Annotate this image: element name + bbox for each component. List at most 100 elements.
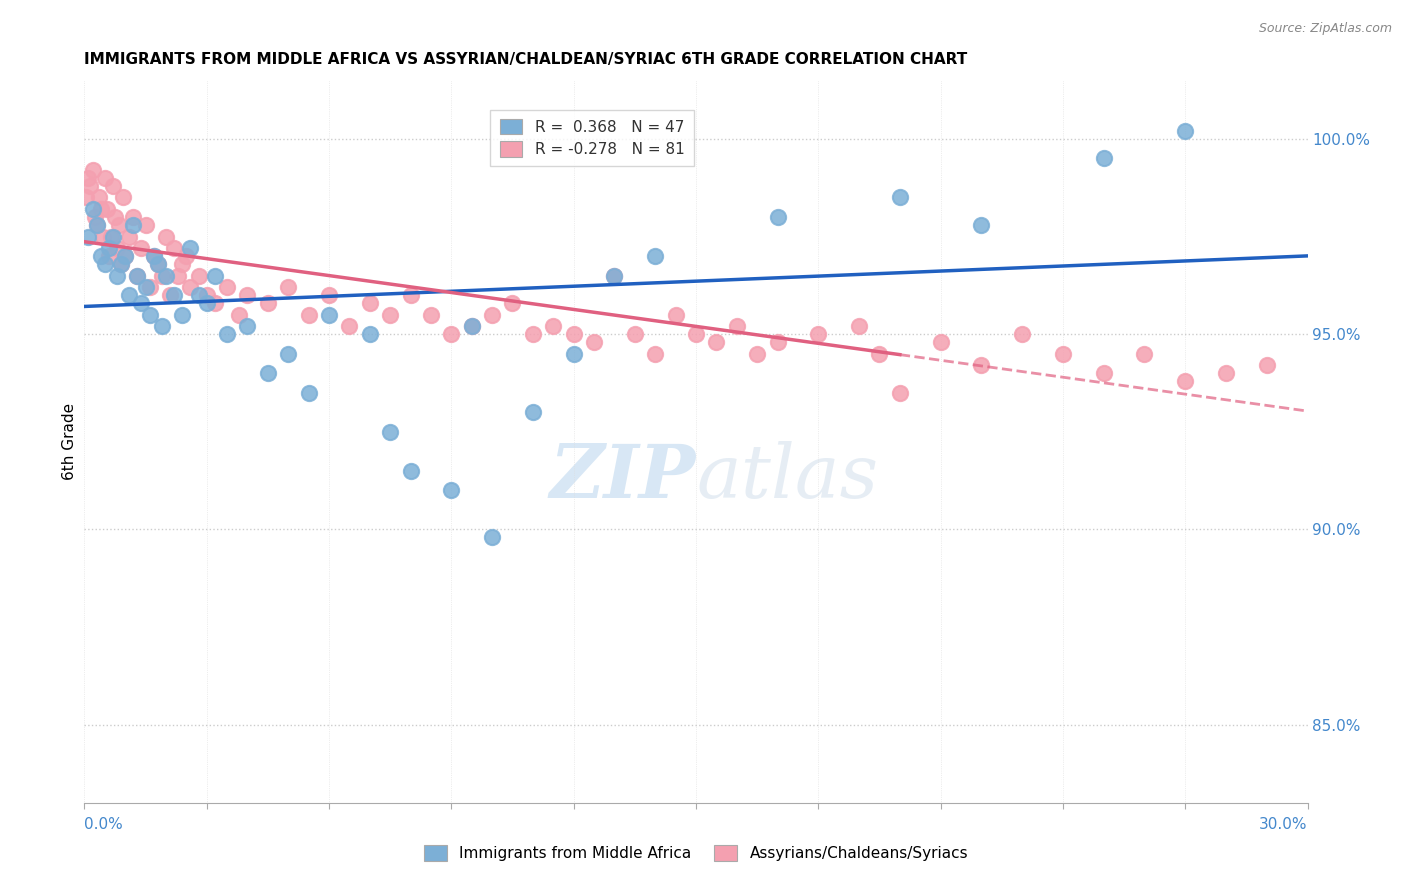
- Point: [138, 308, 160, 322]
- Point: [1133, 346, 1156, 360]
- Point: [298, 385, 321, 400]
- Point: [889, 190, 911, 204]
- Point: [142, 249, 165, 263]
- Point: [277, 346, 299, 360]
- Point: [339, 319, 361, 334]
- Point: [440, 483, 463, 498]
- Point: [236, 319, 259, 334]
- Point: [110, 257, 132, 271]
- Point: [179, 280, 201, 294]
- Point: [543, 319, 565, 334]
- Point: [1174, 374, 1197, 388]
- Point: [1174, 124, 1197, 138]
- Point: [359, 327, 381, 342]
- Point: [163, 288, 186, 302]
- Point: [204, 268, 226, 283]
- Point: [86, 218, 108, 232]
- Point: [257, 296, 280, 310]
- Text: Source: ZipAtlas.com: Source: ZipAtlas.com: [1258, 22, 1392, 36]
- Point: [522, 405, 544, 419]
- Point: [706, 334, 728, 349]
- Point: [970, 218, 993, 232]
- Point: [127, 268, 149, 283]
- Point: [217, 280, 239, 294]
- Point: [481, 530, 503, 544]
- Point: [101, 178, 124, 193]
- Point: [889, 385, 911, 400]
- Point: [138, 280, 160, 294]
- Point: [79, 178, 101, 193]
- Point: [146, 257, 169, 271]
- Point: [277, 280, 299, 294]
- Point: [118, 229, 141, 244]
- Point: [77, 170, 100, 185]
- Point: [150, 268, 173, 283]
- Point: [131, 296, 153, 310]
- Point: [179, 241, 201, 255]
- Point: [122, 218, 145, 232]
- Point: [318, 288, 340, 302]
- Point: [146, 257, 169, 271]
- Point: [93, 257, 115, 271]
- Point: [114, 249, 136, 263]
- Point: [562, 346, 585, 360]
- Point: [127, 268, 149, 283]
- Point: [970, 359, 993, 373]
- Text: atlas: atlas: [696, 442, 879, 514]
- Point: [82, 163, 104, 178]
- Point: [644, 249, 666, 263]
- Point: [97, 241, 120, 255]
- Point: [562, 327, 585, 342]
- Point: [380, 425, 402, 439]
- Point: [172, 308, 194, 322]
- Point: [142, 249, 165, 263]
- Point: [644, 346, 666, 360]
- Point: [93, 170, 115, 185]
- Point: [380, 308, 402, 322]
- Point: [187, 288, 209, 302]
- Point: [766, 210, 789, 224]
- Point: [90, 202, 112, 216]
- Point: [204, 296, 226, 310]
- Point: [624, 327, 647, 342]
- Point: [461, 319, 484, 334]
- Point: [75, 190, 97, 204]
- Legend: Immigrants from Middle Africa, Assyrians/Chaldeans/Syriacs: Immigrants from Middle Africa, Assyrians…: [418, 839, 974, 868]
- Point: [440, 327, 463, 342]
- Point: [257, 366, 280, 380]
- Point: [522, 327, 544, 342]
- Point: [82, 202, 104, 216]
- Point: [108, 218, 131, 232]
- Point: [97, 249, 120, 263]
- Point: [86, 218, 108, 232]
- Point: [131, 241, 153, 255]
- Point: [87, 190, 110, 204]
- Point: [172, 257, 194, 271]
- Point: [114, 249, 136, 263]
- Point: [163, 241, 186, 255]
- Point: [747, 346, 769, 360]
- Point: [96, 202, 118, 216]
- Point: [167, 268, 190, 283]
- Point: [318, 308, 340, 322]
- Point: [603, 268, 626, 283]
- Point: [665, 308, 688, 322]
- Point: [150, 319, 173, 334]
- Point: [155, 268, 177, 283]
- Point: [1092, 152, 1115, 166]
- Text: 0.0%: 0.0%: [84, 817, 124, 832]
- Point: [105, 268, 128, 283]
- Point: [869, 346, 891, 360]
- Point: [461, 319, 484, 334]
- Point: [766, 334, 789, 349]
- Point: [1011, 327, 1033, 342]
- Point: [110, 257, 132, 271]
- Point: [298, 308, 321, 322]
- Point: [1052, 346, 1074, 360]
- Point: [112, 190, 135, 204]
- Point: [929, 334, 952, 349]
- Point: [1092, 366, 1115, 380]
- Point: [399, 464, 422, 478]
- Point: [420, 308, 443, 322]
- Point: [174, 249, 197, 263]
